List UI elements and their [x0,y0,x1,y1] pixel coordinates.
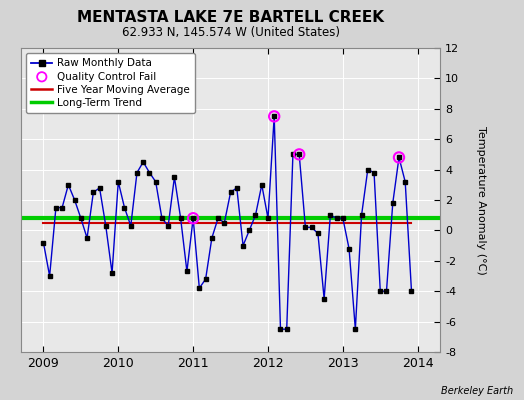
Point [270,113,278,120]
Point [295,151,303,158]
Text: 62.933 N, 145.574 W (United States): 62.933 N, 145.574 W (United States) [122,26,340,39]
Legend: Raw Monthly Data, Quality Control Fail, Five Year Moving Average, Long-Term Tren: Raw Monthly Data, Quality Control Fail, … [26,53,195,113]
Text: MENTASTA LAKE 7E BARTELL CREEK: MENTASTA LAKE 7E BARTELL CREEK [77,10,384,25]
Text: Berkeley Earth: Berkeley Earth [441,386,514,396]
Point [189,215,198,222]
Point [395,154,403,161]
Y-axis label: Temperature Anomaly (°C): Temperature Anomaly (°C) [476,126,486,274]
